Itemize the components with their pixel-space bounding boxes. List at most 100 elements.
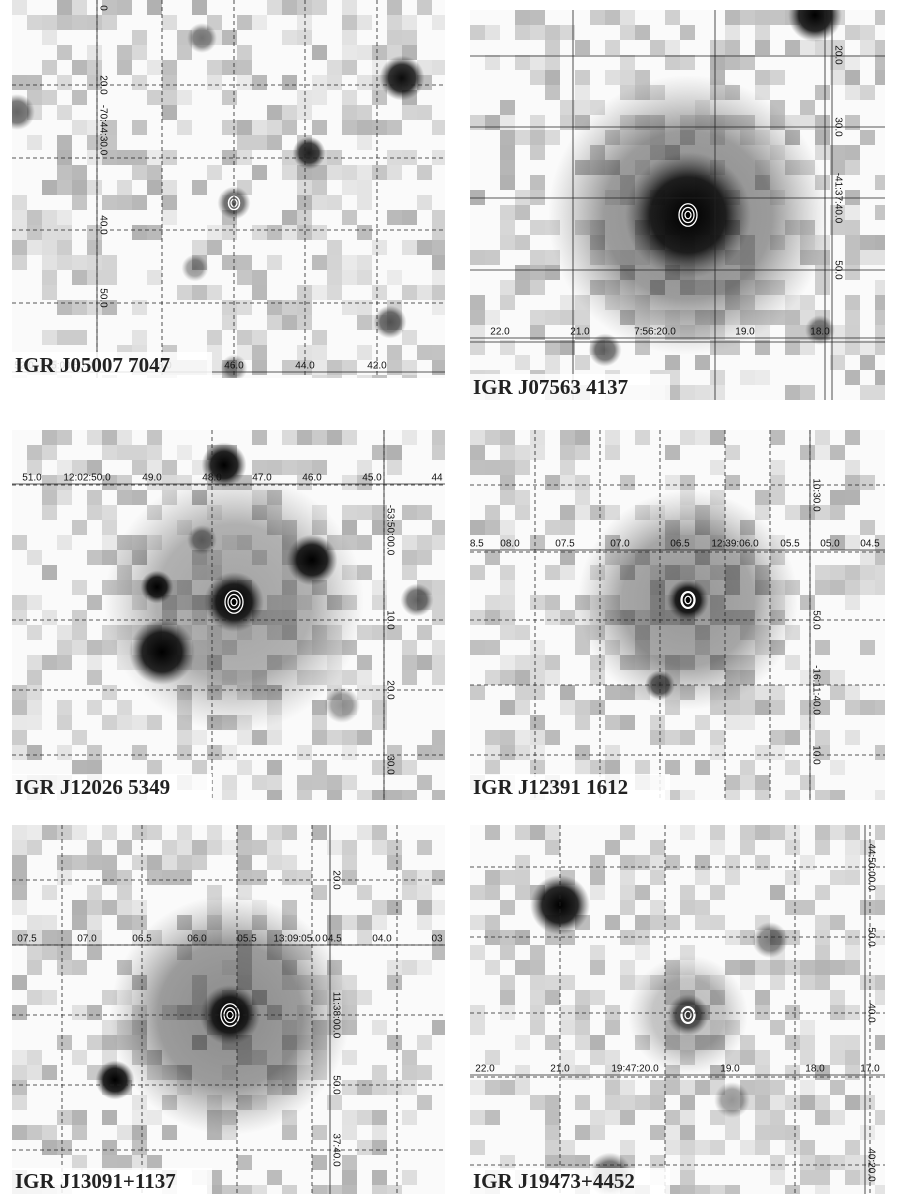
pixel [605, 1005, 620, 1020]
pixel [815, 960, 830, 975]
pixel [530, 745, 545, 760]
pixel [515, 355, 530, 370]
pixel [845, 220, 860, 235]
pixel [770, 825, 785, 840]
pixel [402, 240, 417, 255]
y-axis-label: 50.0 [330, 1075, 341, 1095]
source [204, 572, 264, 632]
pixel [12, 715, 27, 730]
pixel [27, 445, 42, 460]
source [714, 1082, 750, 1118]
pixel [725, 1125, 740, 1140]
y-axis-label: 50.0 [97, 288, 108, 308]
x-axis-label: 05.5 [237, 934, 257, 945]
pixel [860, 385, 875, 400]
pixel [117, 60, 132, 75]
pixel [192, 240, 207, 255]
pixel [695, 715, 710, 730]
pixel [530, 190, 545, 205]
pixel [680, 1095, 695, 1110]
pixel [12, 840, 27, 855]
x-axis-label: 22.0 [475, 1064, 495, 1075]
pixel [132, 490, 147, 505]
pixel [470, 460, 485, 475]
pixel [162, 195, 177, 210]
pixel [515, 280, 530, 295]
pixel [515, 685, 530, 700]
pixel [282, 120, 297, 135]
pixel [12, 700, 27, 715]
pixel [665, 760, 680, 775]
pixel [342, 1110, 357, 1125]
pixel [755, 1065, 770, 1080]
pixel [342, 670, 357, 685]
pixel [800, 1035, 815, 1050]
pixel [372, 445, 387, 460]
pixel [42, 885, 57, 900]
pixel [515, 490, 530, 505]
pixel [357, 45, 372, 60]
source [287, 535, 338, 586]
pixel [387, 840, 402, 855]
pixel [620, 855, 635, 870]
pixel [815, 430, 830, 445]
pixel [72, 255, 87, 270]
pixel [342, 60, 357, 75]
pixel [342, 870, 357, 885]
pixel [830, 505, 845, 520]
pixel [297, 300, 312, 315]
pixel [860, 1125, 875, 1140]
pixel [252, 330, 267, 345]
pixel [515, 870, 530, 885]
pixel [845, 840, 860, 855]
pixel [432, 790, 445, 800]
pixel [27, 210, 42, 225]
pixel [42, 330, 57, 345]
pixel [800, 1155, 815, 1170]
pixel [222, 300, 237, 315]
pixel [545, 1140, 560, 1155]
pixel [297, 870, 312, 885]
pixel [342, 1170, 357, 1185]
pixel [470, 295, 485, 310]
x-axis-label: 03 [431, 934, 443, 945]
pixel [417, 345, 432, 360]
pixel [237, 135, 252, 150]
pixel [342, 855, 357, 870]
source [374, 306, 407, 339]
pixel [770, 460, 785, 475]
pixel [815, 1110, 830, 1125]
x-axis-label: 06.5 [132, 934, 152, 945]
pixel [575, 1020, 590, 1035]
pixel [680, 430, 695, 445]
pixel [470, 430, 485, 445]
pixel [875, 55, 885, 70]
pixel [132, 300, 147, 315]
pixel [27, 240, 42, 255]
pixel [432, 285, 445, 300]
pixel [545, 130, 560, 145]
pixel [770, 700, 785, 715]
pixel [57, 330, 72, 345]
image-panel: 51.012:02:50.049.048.047.046.045.044-53:… [12, 430, 445, 800]
pixel [12, 730, 27, 745]
pixel [830, 990, 845, 1005]
pixel [252, 1185, 267, 1194]
source [293, 137, 326, 170]
x-axis-label: 7:56:20.0 [634, 327, 676, 338]
pixel [297, 285, 312, 300]
pixel [620, 825, 635, 840]
pixel [815, 790, 830, 800]
pixel [267, 775, 282, 790]
pixel [755, 685, 770, 700]
pixel [575, 1125, 590, 1140]
pixel [72, 855, 87, 870]
pixel [560, 445, 575, 460]
pixel [357, 655, 372, 670]
pixel [207, 330, 222, 345]
y-axis-label: -41:37:40.0 [832, 173, 843, 224]
pixel [42, 285, 57, 300]
pixel [575, 1005, 590, 1020]
pixel [222, 60, 237, 75]
y-axis-label: 10.0 [810, 745, 821, 765]
